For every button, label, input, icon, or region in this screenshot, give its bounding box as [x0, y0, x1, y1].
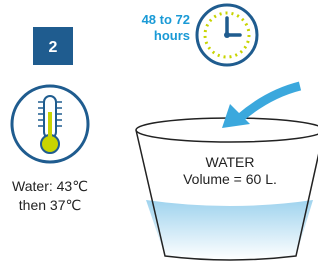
infographic: 2 48 to 72 hours Water: 43℃ then 37℃ WAT…	[0, 0, 318, 264]
page: 2 48 to 72 hours Water: 43℃ then 37℃ WAT…	[0, 0, 318, 264]
duration-line: 48 to 72	[142, 12, 190, 27]
clock-icon	[197, 5, 257, 65]
bucket	[136, 118, 318, 260]
thermometer-icon	[12, 86, 88, 162]
bucket-label: Volume = 60 L.	[183, 171, 277, 187]
temperature-line: Water: 43℃	[12, 178, 88, 194]
temperature-line: then 37℃	[19, 197, 81, 213]
bucket-label: WATER	[206, 154, 255, 170]
duration-line: hours	[154, 28, 190, 43]
step-number: 2	[49, 39, 58, 56]
